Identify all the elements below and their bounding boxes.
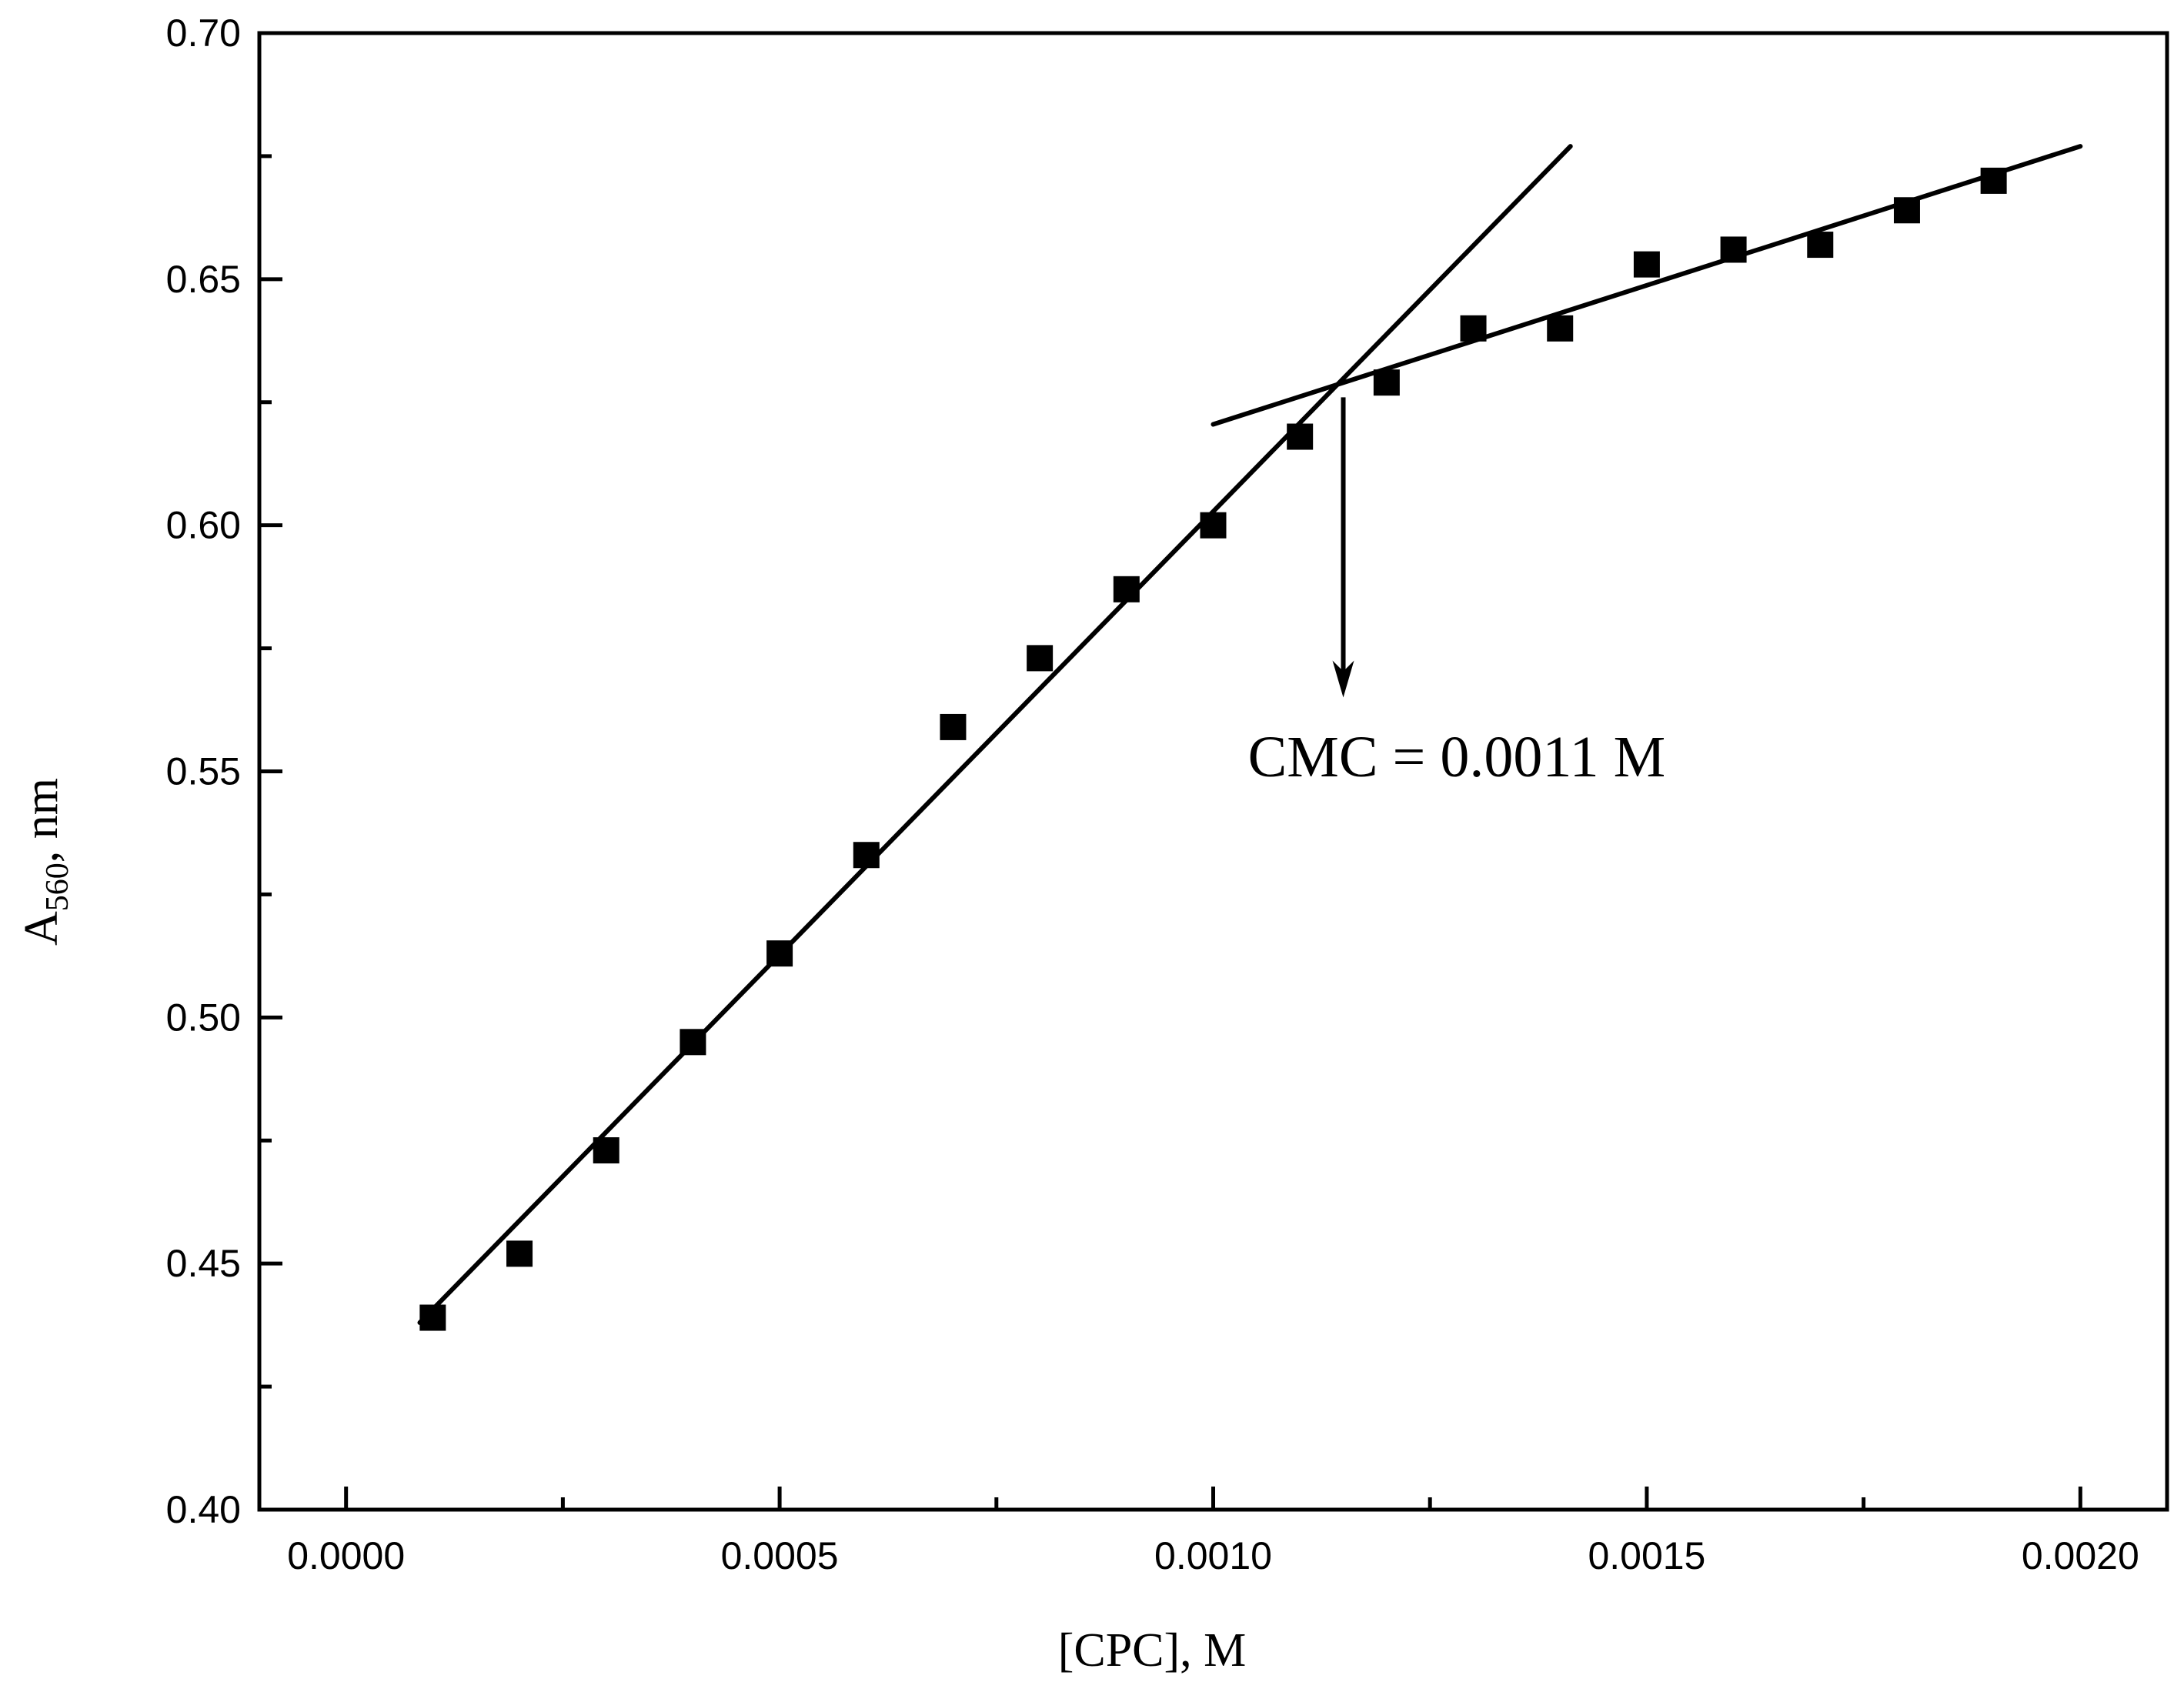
y-tick-label: 0.65 — [166, 258, 241, 301]
arrow-head — [1332, 660, 1354, 698]
data-point — [419, 1304, 446, 1331]
data-point — [1633, 251, 1660, 278]
x-axis-title: [CPC], M — [1058, 1624, 1247, 1677]
cmc-annotation: CMC = 0.0011 M — [1248, 725, 1666, 789]
axis-ticks — [259, 31, 2082, 1512]
data-point — [940, 713, 967, 740]
data-point — [1200, 512, 1227, 539]
cmc-arrow — [1332, 397, 1354, 698]
y-axis-title: A560, nm — [15, 778, 75, 946]
y-tick-label: 0.60 — [166, 504, 241, 547]
data-point — [766, 940, 793, 967]
data-point — [1720, 236, 1747, 263]
data-point — [1373, 369, 1400, 396]
data-point — [1547, 315, 1574, 342]
data-point — [506, 1240, 533, 1267]
data-point — [1460, 315, 1487, 342]
data-point — [853, 842, 880, 869]
data-point — [593, 1137, 619, 1164]
fit-lines — [417, 144, 2083, 1325]
y-axis-title-base: A — [15, 911, 68, 946]
y-tick-label: 0.40 — [166, 1488, 241, 1531]
x-tick-label: 0.0020 — [2022, 1534, 2139, 1577]
x-tick-label: 0.0015 — [1588, 1534, 1705, 1577]
fit-line-pre-micellar — [417, 144, 1573, 1325]
y-tick-label: 0.55 — [166, 750, 241, 793]
y-tick-label: 0.70 — [166, 12, 241, 55]
x-tick-label: 0.0005 — [721, 1534, 839, 1577]
data-points — [419, 167, 2007, 1331]
axis-tick-labels: 0.0000 0.0005 0.0010 0.0015 0.0020 0.40 0.45 0.… — [166, 12, 2139, 1577]
data-point — [680, 1029, 706, 1056]
x-tick-label: 0.0000 — [287, 1534, 405, 1577]
data-point — [1027, 645, 1054, 672]
data-point — [1113, 576, 1140, 602]
x-tick-label: 0.0010 — [1154, 1534, 1272, 1577]
y-tick-label: 0.50 — [166, 996, 241, 1039]
data-point — [1807, 232, 1834, 259]
y-axis-title-subscript: 560 — [40, 863, 75, 911]
y-axis-title-suffix: , nm — [15, 778, 68, 863]
data-point — [1893, 197, 1920, 224]
fit-line-post-micellar — [1211, 144, 2083, 427]
data-point — [1287, 423, 1314, 450]
data-point — [1980, 167, 2007, 194]
y-tick-label: 0.45 — [166, 1242, 241, 1285]
